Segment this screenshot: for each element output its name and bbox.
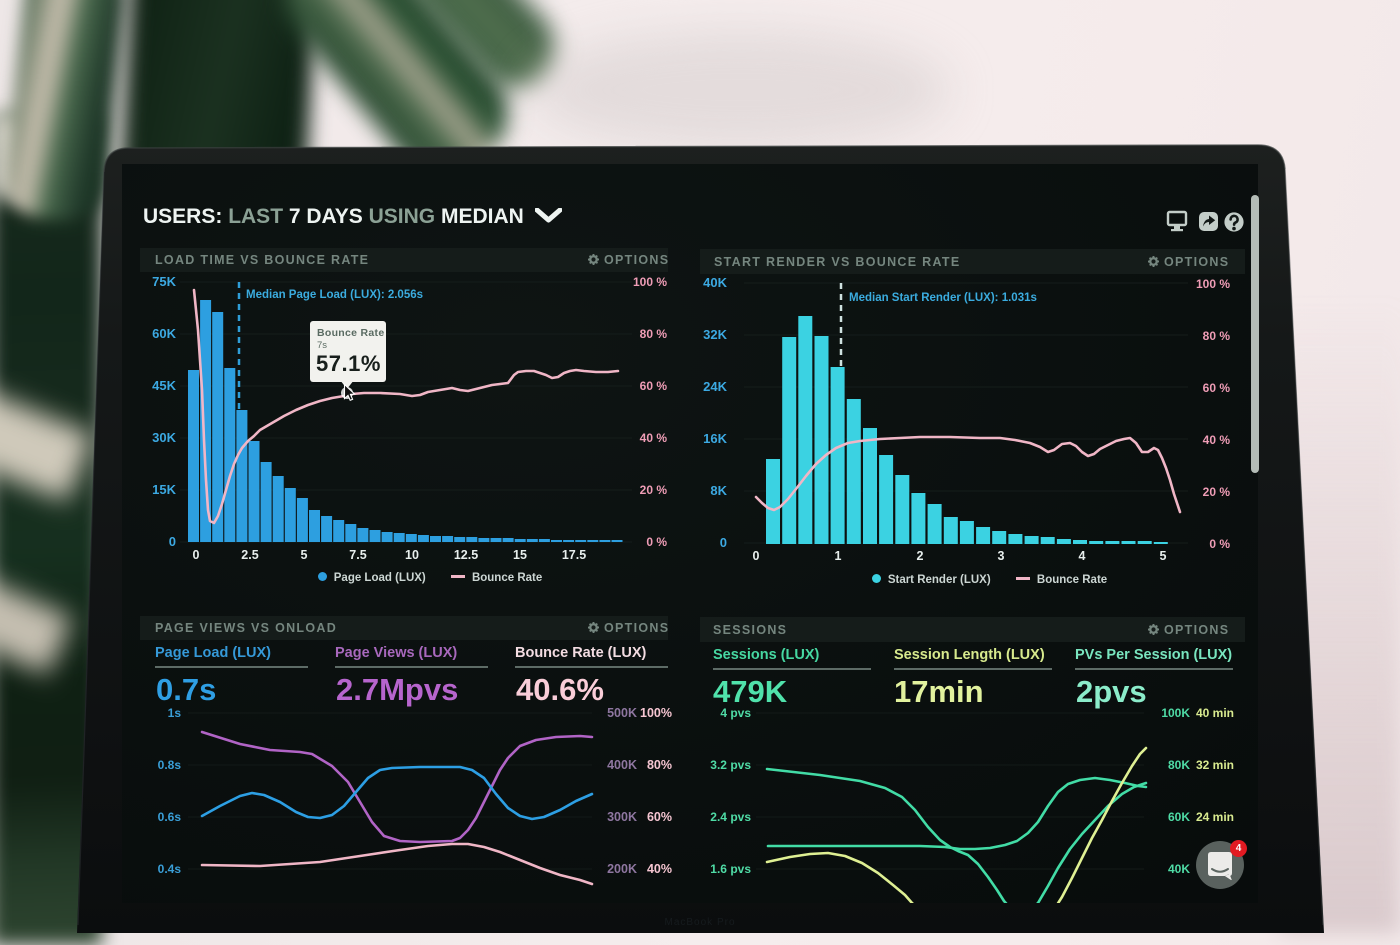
svg-text:40K: 40K [1168, 862, 1190, 876]
svg-text:2.5: 2.5 [241, 548, 258, 562]
svg-text:80 %: 80 % [640, 327, 668, 341]
svg-text:60K: 60K [152, 326, 176, 341]
svg-text:80K: 80K [1168, 758, 1190, 772]
svg-text:Median Start Render (LUX): 1.0: Median Start Render (LUX): 1.031s [849, 292, 1037, 304]
svg-text:30K: 30K [152, 430, 176, 445]
svg-text:5: 5 [301, 548, 308, 562]
svg-text:0 %: 0 % [646, 535, 667, 549]
svg-text:40%: 40% [647, 862, 672, 876]
svg-text:2: 2 [917, 549, 924, 563]
svg-text:75K: 75K [152, 276, 176, 289]
svg-text:0.8s: 0.8s [158, 758, 182, 772]
svg-text:4: 4 [1079, 549, 1086, 563]
svg-text:24K: 24K [703, 379, 727, 394]
svg-text:60%: 60% [647, 810, 672, 824]
svg-text:60K: 60K [1168, 810, 1190, 824]
svg-text:45K: 45K [152, 378, 176, 393]
svg-text:80 %: 80 % [1203, 329, 1231, 343]
svg-text:5: 5 [1160, 549, 1167, 563]
svg-text:100 %: 100 % [633, 276, 667, 289]
svg-text:7.5: 7.5 [349, 548, 366, 562]
svg-text:20 %: 20 % [640, 483, 668, 497]
svg-text:4 pvs: 4 pvs [720, 706, 751, 720]
svg-text:1: 1 [835, 549, 842, 563]
svg-text:1s: 1s [168, 706, 182, 720]
svg-text:60 %: 60 % [1203, 381, 1231, 395]
svg-text:0: 0 [720, 535, 727, 550]
svg-text:0: 0 [753, 549, 760, 563]
svg-text:24 min: 24 min [1196, 810, 1234, 824]
svg-text:15K: 15K [152, 482, 176, 497]
svg-text:40 %: 40 % [640, 431, 668, 445]
svg-text:32 min: 32 min [1196, 758, 1234, 772]
svg-text:200K: 200K [607, 862, 637, 876]
svg-text:300K: 300K [607, 810, 637, 824]
svg-text:40 %: 40 % [1203, 433, 1231, 447]
svg-text:17.5: 17.5 [562, 548, 586, 562]
svg-text:0.4s: 0.4s [158, 862, 182, 876]
svg-text:12.5: 12.5 [454, 548, 478, 562]
svg-text:0: 0 [193, 548, 200, 562]
svg-text:60 %: 60 % [640, 379, 668, 393]
svg-text:3.2 pvs: 3.2 pvs [710, 758, 751, 772]
svg-text:0.6s: 0.6s [158, 810, 182, 824]
svg-text:100 %: 100 % [1196, 277, 1230, 291]
svg-text:Median Page Load (LUX): 2.056s: Median Page Load (LUX): 2.056s [246, 289, 423, 301]
svg-text:400K: 400K [607, 758, 637, 772]
svg-text:10: 10 [405, 548, 419, 562]
svg-text:2.4 pvs: 2.4 pvs [710, 810, 751, 824]
svg-text:100%: 100% [640, 706, 672, 720]
svg-text:3: 3 [998, 549, 1005, 563]
svg-text:0 %: 0 % [1209, 537, 1230, 551]
svg-text:1.6 pvs: 1.6 pvs [710, 862, 751, 876]
svg-text:15: 15 [513, 548, 527, 562]
svg-text:40 min: 40 min [1196, 706, 1234, 720]
svg-text:40K: 40K [703, 276, 727, 290]
svg-text:32K: 32K [703, 327, 727, 342]
svg-text:500K: 500K [607, 706, 637, 720]
svg-text:0: 0 [169, 534, 176, 549]
svg-text:80%: 80% [647, 758, 672, 772]
svg-text:20 %: 20 % [1203, 485, 1231, 499]
svg-text:100K: 100K [1161, 706, 1190, 720]
svg-text:16K: 16K [703, 431, 727, 446]
svg-text:8K: 8K [710, 483, 727, 498]
